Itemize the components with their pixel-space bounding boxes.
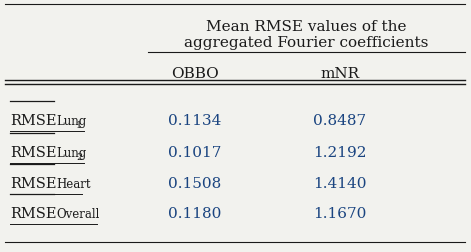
Text: 0.1508: 0.1508 [168,177,222,191]
Text: Overall: Overall [56,208,99,221]
Text: mNR: mNR [320,67,359,81]
Text: 1: 1 [76,121,82,130]
Text: aggregated Fourier coefficients: aggregated Fourier coefficients [184,36,429,50]
Text: RMSE: RMSE [10,207,57,221]
Text: 0.8487: 0.8487 [313,114,366,128]
Text: 1.2192: 1.2192 [313,146,367,160]
Text: Lung: Lung [56,147,86,160]
Text: RMSE: RMSE [10,177,57,191]
Text: 1.4140: 1.4140 [313,177,367,191]
Text: 0.1134: 0.1134 [168,114,222,128]
Text: 2: 2 [76,153,82,162]
Text: RMSE: RMSE [10,146,57,160]
Text: 0.1180: 0.1180 [168,207,222,221]
Text: Heart: Heart [56,178,90,191]
Text: RMSE: RMSE [10,114,57,128]
Text: 0.1017: 0.1017 [168,146,222,160]
Text: Lung: Lung [56,115,86,128]
Text: 1.1670: 1.1670 [313,207,367,221]
Text: Mean RMSE values of the: Mean RMSE values of the [206,20,407,34]
Text: OBBO: OBBO [171,67,219,81]
